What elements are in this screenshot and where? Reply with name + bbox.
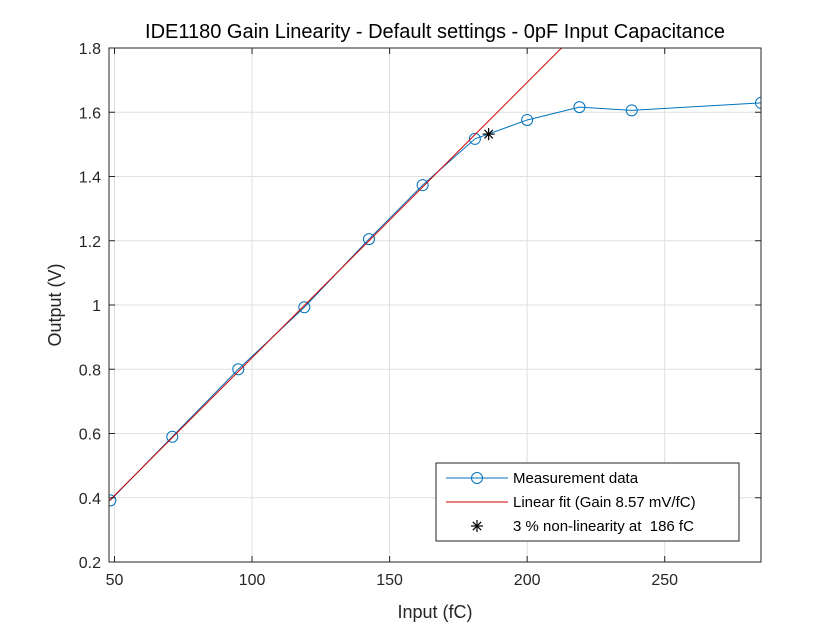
y-tick-label: 1.6 [79, 105, 101, 122]
series-1 [109, 48, 563, 502]
x-tick-label: 150 [376, 572, 403, 589]
axis-ticks: 50 100 150 200 250 0.2 0.4 0.6 0.8 1 1.2 1.4 1.6 1.8 [79, 41, 761, 589]
y-tick-label: 1.8 [79, 41, 101, 58]
y-tick-label: 0.2 [79, 555, 101, 572]
legend-fit-label: Linear fit (Gain 8.57 mV/fC) [513, 494, 696, 511]
linear-fit-line [109, 48, 563, 502]
legend: Measurement data Linear fit (Gain 8.57 m… [435, 462, 740, 542]
x-tick-label: 100 [239, 572, 266, 589]
y-tick-label: 0.6 [79, 427, 101, 444]
series-layer [109, 48, 761, 507]
data-point [166, 430, 179, 443]
y-axis-label: Output (V) [45, 263, 65, 346]
legend-measurement-circle-icon [471, 472, 483, 484]
data-point [109, 494, 117, 507]
legend-measurement-label: Measurement data [513, 470, 639, 487]
data-point [362, 233, 375, 246]
series-2 [482, 128, 495, 141]
data-point [625, 104, 638, 117]
series-0 [109, 96, 761, 507]
y-tick-label: 0.8 [79, 362, 101, 379]
data-point [416, 179, 429, 192]
y-tick-label: 1 [92, 298, 101, 315]
legend-entry-measurement: Measurement data [446, 470, 639, 487]
data-point [232, 363, 245, 376]
data-point [573, 101, 586, 114]
y-tick-label: 1.2 [79, 234, 101, 251]
data-point [521, 113, 534, 126]
x-tick-label: 50 [106, 572, 124, 589]
measurement-line [110, 102, 761, 501]
legend-entry-nonlinearity: 3 % non-linearity at 186 fC [471, 518, 694, 535]
y-tick-label: 1.4 [79, 170, 101, 187]
legend-nonlinearity-label: 3 % non-linearity at 186 fC [513, 518, 694, 535]
legend-asterisk-icon [471, 520, 483, 532]
x-tick-label: 200 [514, 572, 541, 589]
x-tick-label: 250 [651, 572, 678, 589]
x-axis-label: Input (fC) [397, 602, 472, 622]
nonlinearity-point [482, 128, 495, 141]
legend-entry-linear-fit: Linear fit (Gain 8.57 mV/fC) [446, 494, 696, 511]
data-point [298, 301, 311, 314]
chart-title: IDE1180 Gain Linearity - Default setting… [145, 21, 725, 43]
data-point [468, 132, 481, 145]
data-point [755, 96, 761, 109]
y-tick-label: 0.4 [79, 491, 101, 508]
asterisk-stroke [484, 129, 494, 139]
